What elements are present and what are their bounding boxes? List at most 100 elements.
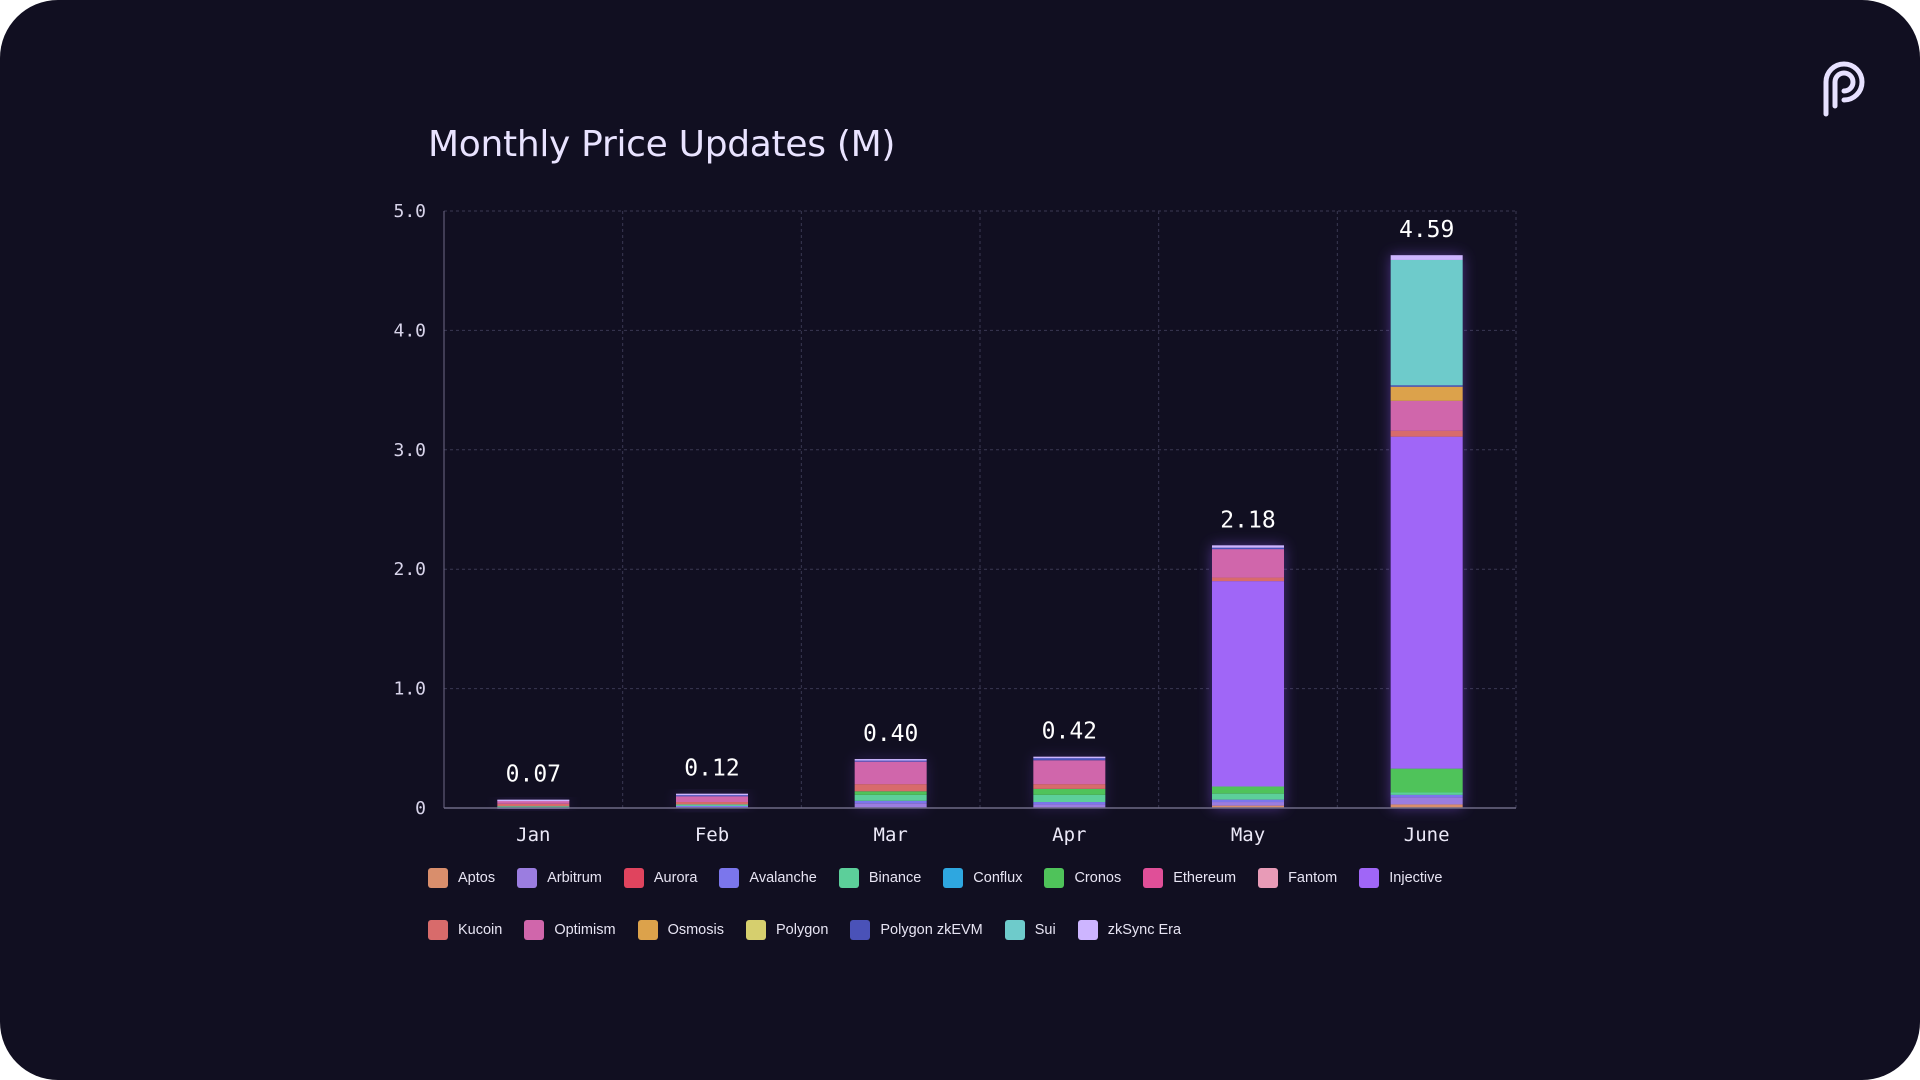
bar-segment-june-polygon-zkevm: [1390, 385, 1463, 387]
bar-segment-june-optimism: [1390, 400, 1463, 431]
legend-label: Binance: [868, 870, 922, 886]
legend-item: Aptos: [428, 866, 495, 890]
legend-item: Conflux: [943, 866, 1022, 890]
bar-segment-may-cronos: [1212, 786, 1284, 794]
y-tick-label: 1.0: [393, 679, 426, 700]
legend-label: Optimism: [554, 922, 616, 938]
bar-segment-apr-binance: [1033, 794, 1106, 803]
x-tick-label: Apr: [1052, 824, 1086, 846]
bar-segment-apr-cronos: [1033, 788, 1106, 795]
y-tick-label: 0: [415, 798, 426, 819]
legend-label: Conflux: [973, 870, 1023, 886]
bar-segment-feb-polygon-zkevm: [676, 794, 748, 797]
legend-swatch: [745, 920, 766, 940]
bar-segment-feb-kucoin: [676, 802, 748, 805]
legend-swatch: [1004, 920, 1025, 940]
legend-label: Cronos: [1074, 870, 1122, 886]
bar-total-label: 0.42: [1042, 719, 1097, 745]
bar-segment-june-cronos: [1390, 768, 1463, 793]
bar-segment-apr-polygon-zkevm: [1033, 757, 1106, 761]
legend-swatch: [1143, 868, 1164, 888]
bar-segment-june-binance: [1390, 792, 1463, 795]
legend-swatch: [850, 920, 871, 940]
bar-segment-may-injective: [1212, 581, 1284, 787]
legend-label: Fantom: [1288, 870, 1338, 886]
legend-label: Osmosis: [667, 922, 724, 938]
bar-segment-mar-cronos: [854, 791, 927, 795]
bar-segment-may-kucoin: [1212, 577, 1284, 582]
bar-segment-june-injective: [1390, 436, 1463, 769]
legend-label: Sui: [1034, 922, 1056, 938]
legend-item: Injective: [1359, 866, 1442, 890]
bar-segment-june-avalanche: [1390, 794, 1463, 798]
legend-swatch: [838, 868, 859, 888]
y-tick-label: 2.0: [393, 559, 426, 580]
legend-label: Avalanche: [749, 870, 817, 886]
x-tick-label: Jan: [516, 824, 550, 846]
bar-segment-feb-avalanche: [676, 805, 748, 808]
bar-segment-mar-avalanche: [854, 800, 927, 804]
legend-swatch: [1258, 868, 1279, 888]
bar-segment-apr-avalanche: [1033, 802, 1106, 805]
legend-item: Kucoin: [428, 918, 502, 942]
bar-segment-feb-zksync-era: [676, 793, 748, 796]
legend-swatch: [623, 868, 644, 888]
legend-swatch: [428, 920, 448, 940]
bar-segment-feb-optimism: [676, 796, 748, 803]
x-tick-label: June: [1404, 824, 1450, 846]
legend-item: Arbitrum: [517, 866, 602, 890]
bar-total-label: 0.07: [506, 762, 561, 788]
legend-swatch: [943, 868, 964, 888]
x-tick-label: May: [1231, 824, 1265, 846]
bar-segment-june-osmosis: [1390, 386, 1463, 401]
legend-item: Osmosis: [637, 918, 724, 942]
bar-total-label: 0.12: [684, 756, 739, 782]
legend-label: Injective: [1389, 870, 1443, 886]
legend-swatch: [719, 868, 740, 888]
bar-segment-jan-kucoin: [497, 803, 570, 807]
bar-segment-mar-zksync-era: [854, 759, 927, 761]
legend-label: zkSync Era: [1107, 922, 1182, 938]
bar-segment-june-aptos: [1390, 804, 1463, 808]
labels: 0 1.0 2.0 3.0 4.0 5.0 Jan 0.07 Feb 0.12 Mar 0.40 Apr…: [393, 201, 1454, 846]
legend-item: Binance: [838, 866, 922, 890]
bar-segment-mar-optimism: [854, 761, 927, 785]
x-tick-label: Mar: [874, 824, 908, 846]
bar-segment-may-optimism: [1212, 548, 1284, 578]
legend-swatch: [524, 920, 545, 940]
legend-swatch: [637, 920, 658, 940]
bar-segment-may-zksync-era: [1212, 545, 1284, 548]
bar-segment-mar-kucoin: [854, 784, 927, 792]
legend-label: Aptos: [458, 870, 496, 886]
legend-label: Polygon zkEVM: [880, 922, 983, 938]
bar-total-label: 4.59: [1399, 217, 1454, 243]
bar-segment-june-arbitrum: [1390, 797, 1463, 805]
bar-segment-june-zksync-era: [1390, 255, 1463, 260]
legend-item: Optimism: [524, 918, 616, 942]
legend-item: Fantom: [1258, 866, 1337, 890]
bar-segment-apr-arbitrum: [1033, 804, 1106, 808]
legend-label: Polygon: [775, 922, 829, 938]
legend-label: Ethereum: [1173, 870, 1237, 886]
bar-segment-jan-binance: [497, 806, 570, 808]
legend-item: Polygon zkEVM: [850, 918, 983, 942]
bar-total-label: 0.40: [863, 721, 918, 747]
bar-segment-mar-binance: [854, 794, 927, 801]
bar-segment-apr-kucoin: [1033, 784, 1106, 789]
legend-item: Avalanche: [719, 866, 817, 890]
legend-swatch: [1077, 920, 1098, 940]
bar-segment-feb-binance: [676, 804, 748, 806]
legend-label: Kucoin: [458, 922, 503, 938]
pyth-logo-icon: [1823, 61, 1865, 117]
legend-swatch: [1044, 868, 1065, 888]
y-tick-label: 4.0: [393, 320, 426, 341]
grid-lines: [443, 210, 1517, 808]
y-tick-label: 5.0: [393, 201, 426, 222]
chart-title: Monthly Price Updates (M): [428, 124, 896, 165]
bar-segment-may-aptos: [1212, 805, 1284, 808]
bar-segment-apr-optimism: [1033, 760, 1106, 785]
bar-segment-may-arbitrum: [1212, 802, 1284, 806]
axes: [443, 211, 1516, 809]
